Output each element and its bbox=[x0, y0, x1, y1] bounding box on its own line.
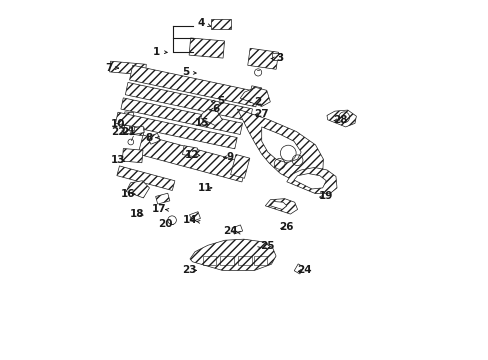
Text: 15: 15 bbox=[195, 118, 209, 128]
Bar bbox=[238, 256, 251, 265]
Polygon shape bbox=[230, 154, 249, 178]
Polygon shape bbox=[148, 133, 160, 144]
Text: 24: 24 bbox=[297, 265, 311, 275]
Polygon shape bbox=[270, 202, 286, 210]
Text: 7: 7 bbox=[105, 63, 112, 73]
Text: 2: 2 bbox=[254, 97, 261, 107]
Text: 6: 6 bbox=[212, 104, 219, 114]
Polygon shape bbox=[247, 48, 278, 69]
Polygon shape bbox=[261, 127, 301, 163]
Polygon shape bbox=[265, 199, 297, 214]
Text: 8: 8 bbox=[145, 133, 153, 143]
Polygon shape bbox=[189, 212, 200, 221]
Text: 11: 11 bbox=[198, 183, 212, 193]
Text: 22: 22 bbox=[111, 127, 125, 136]
Polygon shape bbox=[122, 149, 142, 163]
Polygon shape bbox=[190, 239, 276, 270]
Polygon shape bbox=[272, 53, 281, 60]
Polygon shape bbox=[129, 65, 259, 107]
Polygon shape bbox=[286, 167, 336, 194]
Polygon shape bbox=[231, 225, 242, 234]
Polygon shape bbox=[250, 86, 261, 95]
Polygon shape bbox=[121, 98, 242, 134]
Polygon shape bbox=[189, 38, 224, 58]
Text: 20: 20 bbox=[157, 219, 172, 229]
Polygon shape bbox=[125, 82, 252, 121]
Text: 9: 9 bbox=[226, 152, 233, 162]
Polygon shape bbox=[124, 112, 134, 119]
Text: 3: 3 bbox=[276, 53, 284, 63]
Polygon shape bbox=[240, 87, 270, 107]
Polygon shape bbox=[211, 19, 230, 29]
Polygon shape bbox=[126, 181, 149, 198]
Text: 5: 5 bbox=[217, 96, 224, 106]
Polygon shape bbox=[294, 264, 303, 274]
Text: 23: 23 bbox=[182, 265, 196, 275]
Polygon shape bbox=[109, 61, 146, 75]
Polygon shape bbox=[237, 109, 323, 184]
Text: 17: 17 bbox=[152, 204, 166, 214]
Polygon shape bbox=[123, 125, 144, 136]
Polygon shape bbox=[115, 112, 237, 149]
Polygon shape bbox=[138, 135, 246, 182]
Text: 4: 4 bbox=[197, 18, 205, 28]
Polygon shape bbox=[117, 166, 175, 190]
Text: 24: 24 bbox=[223, 226, 238, 236]
Text: 25: 25 bbox=[260, 241, 274, 251]
Polygon shape bbox=[293, 174, 325, 189]
Polygon shape bbox=[326, 110, 356, 127]
Polygon shape bbox=[155, 193, 169, 204]
Text: 27: 27 bbox=[254, 109, 268, 119]
Text: 26: 26 bbox=[279, 222, 293, 232]
Polygon shape bbox=[201, 109, 222, 126]
Text: 19: 19 bbox=[319, 191, 333, 201]
Bar bbox=[253, 256, 267, 265]
Text: 13: 13 bbox=[111, 155, 125, 165]
Text: 14: 14 bbox=[183, 215, 197, 225]
Text: 5: 5 bbox=[182, 67, 188, 77]
Text: 21: 21 bbox=[121, 127, 135, 136]
Polygon shape bbox=[182, 146, 197, 157]
Text: 28: 28 bbox=[333, 115, 347, 125]
Polygon shape bbox=[129, 126, 133, 130]
Text: 1: 1 bbox=[153, 46, 160, 57]
Text: 10: 10 bbox=[111, 120, 125, 129]
Polygon shape bbox=[129, 126, 144, 135]
Bar bbox=[202, 256, 216, 265]
Bar bbox=[220, 256, 234, 265]
Text: 12: 12 bbox=[185, 150, 199, 160]
Text: 18: 18 bbox=[129, 209, 144, 219]
Text: 16: 16 bbox=[121, 189, 135, 199]
